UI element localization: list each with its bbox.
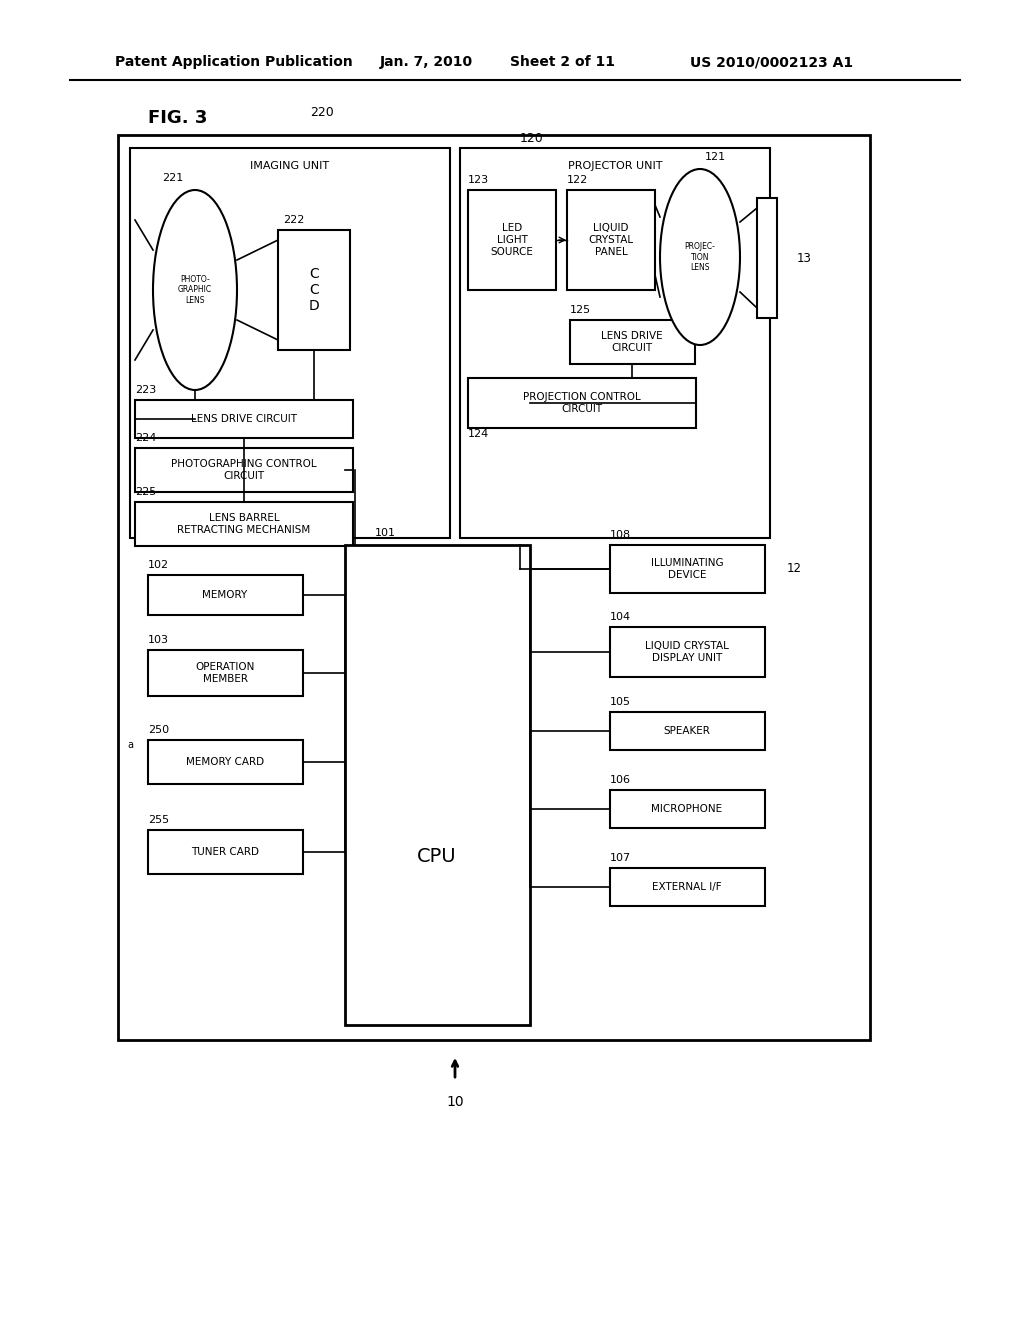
Text: 108: 108 bbox=[610, 531, 631, 540]
Bar bbox=[567, 190, 655, 290]
Text: C
C
D: C C D bbox=[308, 267, 319, 313]
Text: LED
LIGHT
SOURCE: LED LIGHT SOURCE bbox=[490, 223, 534, 256]
Text: LENS DRIVE
CIRCUIT: LENS DRIVE CIRCUIT bbox=[601, 331, 663, 352]
Text: 120: 120 bbox=[520, 132, 544, 144]
Bar bbox=[148, 830, 303, 874]
Text: EXTERNAL I/F: EXTERNAL I/F bbox=[652, 882, 722, 892]
Text: PROJECTOR UNIT: PROJECTOR UNIT bbox=[567, 161, 663, 172]
Bar bbox=[130, 148, 450, 539]
Text: PROJEC-
TION
LENS: PROJEC- TION LENS bbox=[685, 242, 716, 272]
Text: Jan. 7, 2010: Jan. 7, 2010 bbox=[380, 55, 473, 69]
Text: 13: 13 bbox=[797, 252, 812, 264]
Bar bbox=[610, 711, 765, 750]
Text: MEMORY: MEMORY bbox=[203, 590, 248, 601]
Text: 106: 106 bbox=[610, 775, 631, 785]
Text: 225: 225 bbox=[135, 487, 157, 498]
Text: 101: 101 bbox=[375, 528, 396, 539]
Text: PHOTO-
GRAPHIC
LENS: PHOTO- GRAPHIC LENS bbox=[178, 275, 212, 305]
Text: 122: 122 bbox=[567, 176, 588, 185]
Bar bbox=[570, 319, 695, 364]
Text: LENS DRIVE CIRCUIT: LENS DRIVE CIRCUIT bbox=[191, 414, 297, 424]
Text: LENS BARREL
RETRACTING MECHANISM: LENS BARREL RETRACTING MECHANISM bbox=[177, 513, 310, 535]
Text: 104: 104 bbox=[610, 612, 631, 622]
Text: 255: 255 bbox=[148, 814, 169, 825]
Text: 10: 10 bbox=[446, 1096, 464, 1109]
Text: 121: 121 bbox=[705, 152, 726, 162]
Bar bbox=[757, 198, 777, 318]
Text: Sheet 2 of 11: Sheet 2 of 11 bbox=[510, 55, 615, 69]
Text: SPEAKER: SPEAKER bbox=[664, 726, 711, 737]
Ellipse shape bbox=[153, 190, 237, 389]
Text: 124: 124 bbox=[468, 429, 489, 440]
Bar bbox=[468, 190, 556, 290]
Text: a: a bbox=[127, 741, 133, 750]
Bar bbox=[135, 400, 353, 438]
Text: ILLUMINATING
DEVICE: ILLUMINATING DEVICE bbox=[650, 558, 723, 579]
Text: 224: 224 bbox=[135, 433, 157, 444]
Text: MEMORY CARD: MEMORY CARD bbox=[186, 756, 264, 767]
Text: FIG. 3: FIG. 3 bbox=[148, 110, 208, 127]
Bar bbox=[118, 135, 870, 1040]
Text: TUNER CARD: TUNER CARD bbox=[191, 847, 259, 857]
Text: 250: 250 bbox=[148, 725, 169, 735]
Text: 125: 125 bbox=[570, 305, 591, 315]
Bar bbox=[135, 502, 353, 546]
Bar bbox=[610, 869, 765, 906]
Text: OPERATION
MEMBER: OPERATION MEMBER bbox=[196, 663, 255, 684]
Bar bbox=[278, 230, 350, 350]
Text: 222: 222 bbox=[283, 215, 304, 224]
Bar bbox=[610, 627, 765, 677]
Ellipse shape bbox=[660, 169, 740, 345]
Text: CPU: CPU bbox=[417, 847, 457, 866]
Text: IMAGING UNIT: IMAGING UNIT bbox=[251, 161, 330, 172]
Text: 221: 221 bbox=[162, 173, 183, 183]
Text: 12: 12 bbox=[787, 562, 802, 576]
Text: LIQUID CRYSTAL
DISPLAY UNIT: LIQUID CRYSTAL DISPLAY UNIT bbox=[645, 642, 729, 663]
Text: LIQUID
CRYSTAL
PANEL: LIQUID CRYSTAL PANEL bbox=[589, 223, 634, 256]
Text: 107: 107 bbox=[610, 853, 631, 863]
Bar bbox=[135, 447, 353, 492]
Text: MICROPHONE: MICROPHONE bbox=[651, 804, 723, 814]
Text: 103: 103 bbox=[148, 635, 169, 645]
Text: PROJECTION CONTROL
CIRCUIT: PROJECTION CONTROL CIRCUIT bbox=[523, 392, 641, 413]
Bar bbox=[468, 378, 696, 428]
Bar bbox=[610, 789, 765, 828]
Bar bbox=[148, 576, 303, 615]
Bar bbox=[148, 649, 303, 696]
Text: US 2010/0002123 A1: US 2010/0002123 A1 bbox=[690, 55, 853, 69]
Bar bbox=[345, 545, 530, 1026]
Bar bbox=[610, 545, 765, 593]
Bar bbox=[148, 741, 303, 784]
Text: Patent Application Publication: Patent Application Publication bbox=[115, 55, 352, 69]
Text: 220: 220 bbox=[310, 107, 334, 120]
Text: PHOTOGRAPHING CONTROL
CIRCUIT: PHOTOGRAPHING CONTROL CIRCUIT bbox=[171, 459, 316, 480]
Text: 223: 223 bbox=[135, 385, 157, 395]
Bar bbox=[460, 148, 770, 539]
Text: 105: 105 bbox=[610, 697, 631, 708]
Text: 102: 102 bbox=[148, 560, 169, 570]
Text: 123: 123 bbox=[468, 176, 489, 185]
